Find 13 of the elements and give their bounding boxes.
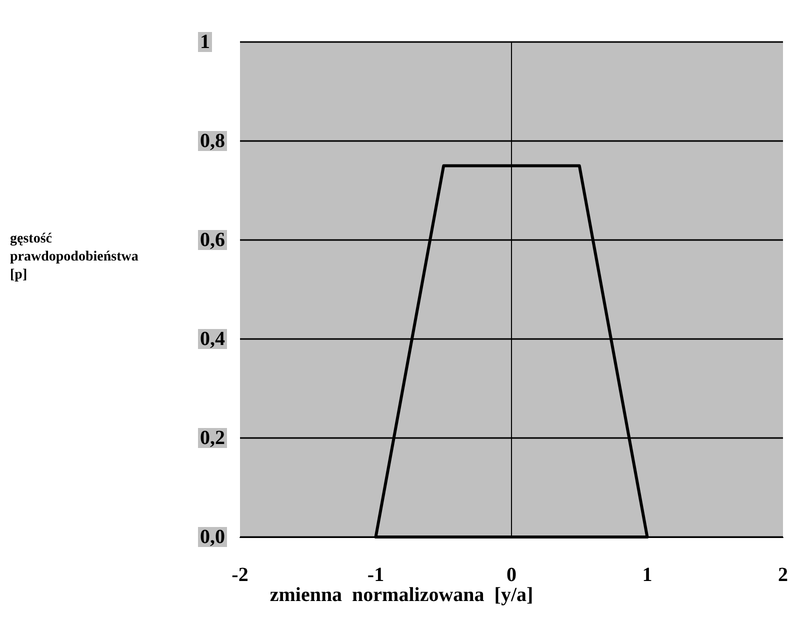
x-axis-title: zmienna normalizowana [y/a]: [270, 584, 534, 606]
y-tick-label: 0,4: [200, 328, 225, 350]
x-tick-label: -1: [367, 564, 384, 586]
y-tick-label: 0,6: [200, 229, 225, 251]
y-tick-label: 0,8: [200, 130, 225, 152]
y-tick-label: 0,0: [200, 526, 225, 548]
y-axis-title: gęstość prawdopodobieństwa [p]: [10, 232, 138, 282]
y-tick-label: 1: [200, 31, 210, 53]
x-tick-label: -2: [232, 564, 248, 586]
y-tick-label: 0,2: [200, 427, 225, 449]
x-tick-label: 1: [642, 564, 652, 586]
x-tick-label: 0: [506, 564, 516, 586]
x-tick-label: 2: [778, 564, 788, 586]
